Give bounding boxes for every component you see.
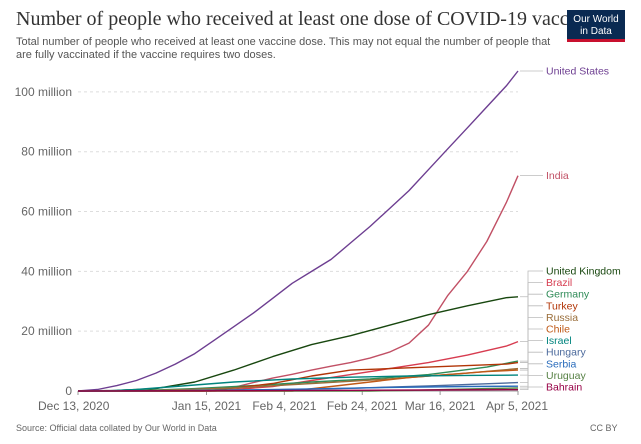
label-leader-line: [520, 386, 543, 391]
series-label-germany[interactable]: Germany: [546, 289, 590, 301]
owid-logo[interactable]: Our World in Data: [567, 10, 625, 42]
label-leader-line: [520, 293, 543, 362]
chart-subtitle: Total number of people who received at l…: [16, 36, 551, 61]
grid-lines: [78, 91, 518, 392]
series-line-brazil[interactable]: [78, 340, 519, 392]
y-tick-label: 40 million: [21, 264, 72, 278]
y-tick-label: 100 million: [15, 85, 72, 99]
series-label-serbia[interactable]: Serbia: [546, 358, 577, 370]
series-label-india[interactable]: India: [546, 170, 569, 182]
x-tick-label: Feb 4, 2021: [252, 399, 316, 413]
logo-line1: Our World: [573, 14, 619, 25]
series-labels: United States India United KingdomBrazilGe…: [520, 65, 621, 394]
series-line-bahrain[interactable]: [77, 389, 519, 392]
y-tick-label: 0: [65, 384, 72, 398]
license-note[interactable]: CC BY: [590, 423, 618, 433]
series-line-india[interactable]: [78, 175, 519, 392]
x-tick-label: Mar 16, 2021: [405, 399, 476, 413]
series-label-united-kingdom[interactable]: United Kingdom: [546, 266, 621, 278]
label-leader-line: [520, 351, 543, 384]
logo-accent-bar: [567, 39, 625, 42]
series-label-israel[interactable]: Israel: [546, 335, 572, 347]
x-tick-label: Jan 15, 2021: [172, 399, 242, 413]
chart-title: Number of people who received at least o…: [16, 8, 594, 30]
series-line-united-states[interactable]: [77, 70, 519, 392]
x-tick-label: Apr 5, 2021: [486, 399, 548, 413]
y-tick-label: 80 million: [21, 145, 72, 159]
logo-line2: in Data: [580, 26, 612, 37]
x-tick-label: Feb 24, 2021: [327, 399, 398, 413]
series-label-brazil[interactable]: Brazil: [546, 277, 572, 289]
source-note: Source: Official data collated by Our Wo…: [16, 423, 217, 433]
series-label-hungary[interactable]: Hungary: [546, 347, 586, 359]
series-label-united-states[interactable]: United States: [546, 65, 609, 77]
series-label-bahrain[interactable]: Bahrain: [546, 382, 582, 394]
series-label-russia[interactable]: Russia: [546, 312, 578, 324]
series-label-uruguay[interactable]: Uruguay: [546, 370, 586, 382]
label-leader-line: [520, 270, 543, 298]
y-tick-label: 60 million: [21, 205, 72, 219]
label-leader-line: [520, 305, 543, 363]
y-tick-label: 20 million: [21, 324, 72, 338]
axes: 0 20 million 40 million 60 million 80 millio…: [15, 85, 549, 413]
series-label-turkey[interactable]: Turkey: [546, 300, 578, 312]
series-lines: [77, 70, 519, 392]
series-label-chile[interactable]: Chile: [546, 324, 570, 336]
label-leader-line: [520, 282, 543, 343]
x-tick-label: Dec 13, 2020: [38, 399, 110, 413]
label-leader-line: [520, 374, 543, 389]
